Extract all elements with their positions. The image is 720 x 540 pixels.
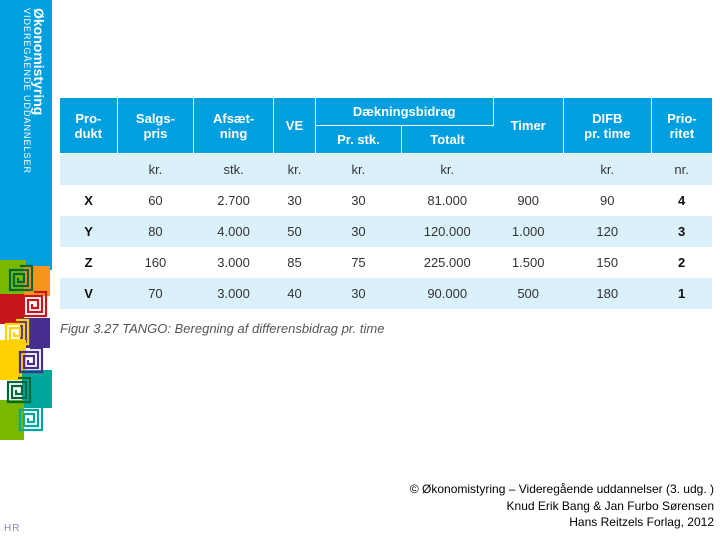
col-timer: Timer [493,98,563,154]
footer: © Økonomistyring – Videregående uddannel… [410,481,714,530]
table-cell: X [60,185,117,216]
table-unit-row: kr.stk.kr.kr.kr.kr.nr. [60,154,712,186]
sidebar: Økonomistyring VIDEREGÅENDE UDDANNELSER … [0,0,52,540]
footer-line1: © Økonomistyring – Videregående uddannel… [410,481,714,497]
data-table: Pro-dukt Salgs-pris Afsæt-ning VE Dæknin… [60,98,712,309]
table-cell: 160 [117,247,193,278]
table-cell: 500 [493,278,563,309]
table-cell: 2.700 [194,185,274,216]
col-salgspris: Salgs-pris [117,98,193,154]
spiral-icon [14,402,46,434]
unit-cell: kr. [563,154,651,186]
table-cell: Y [60,216,117,247]
col-difb: DIFBpr. time [563,98,651,154]
table-cell: V [60,278,117,309]
table-cell: 30 [274,185,316,216]
table-cell: 30 [315,278,401,309]
unit-cell: nr. [651,154,712,186]
table-cell: 120.000 [401,216,493,247]
table-cell: 1 [651,278,712,309]
sidebar-title-line1: Økonomistyring [31,8,46,262]
table-row: V703.000403090.0005001801 [60,278,712,309]
spiral-icon [14,344,46,376]
col-ve: VE [274,98,316,154]
unit-cell: kr. [401,154,493,186]
publisher-mark: HR [4,523,20,534]
sidebar-header: Økonomistyring VIDEREGÅENDE UDDANNELSER [0,0,52,270]
table-cell: Z [60,247,117,278]
table-cell: 4.000 [194,216,274,247]
footer-line3: Hans Reitzels Forlag, 2012 [410,514,714,530]
footer-line2: Knud Erik Bang & Jan Furbo Sørensen [410,498,714,514]
table-cell: 2 [651,247,712,278]
table-cell: 30 [315,185,401,216]
unit-cell: kr. [274,154,316,186]
table-cell: 90 [563,185,651,216]
table-cell: 75 [315,247,401,278]
table-row: Z1603.0008575225.0001.5001502 [60,247,712,278]
table-cell: 120 [563,216,651,247]
main-content: Pro-dukt Salgs-pris Afsæt-ning VE Dæknin… [60,98,712,336]
sidebar-title-line2: VIDEREGÅENDE UDDANNELSER [21,8,31,262]
table-cell: 30 [315,216,401,247]
table-body: kr.stk.kr.kr.kr.kr.nr.X602.700303081.000… [60,154,712,310]
table-row: Y804.0005030120.0001.0001203 [60,216,712,247]
table-cell: 1.500 [493,247,563,278]
table-cell: 4 [651,185,712,216]
unit-cell: kr. [315,154,401,186]
table-cell: 60 [117,185,193,216]
table-cell: 150 [563,247,651,278]
table-row: X602.700303081.000900904 [60,185,712,216]
table-cell: 70 [117,278,193,309]
table-cell: 225.000 [401,247,493,278]
table-header: Pro-dukt Salgs-pris Afsæt-ning VE Dæknin… [60,98,712,154]
col-prioritet: Prio-ritet [651,98,712,154]
table-cell: 3 [651,216,712,247]
col-afsaetning: Afsæt-ning [194,98,274,154]
sidebar-title: Økonomistyring VIDEREGÅENDE UDDANNELSER [15,0,52,270]
table-cell: 1.000 [493,216,563,247]
unit-cell [60,154,117,186]
col-pr-stk: Pr. stk. [315,126,401,154]
table-cell: 900 [493,185,563,216]
table-cell: 90.000 [401,278,493,309]
figure-caption: Figur 3.27 TANGO: Beregning af differens… [60,321,712,336]
unit-cell: stk. [194,154,274,186]
unit-cell [493,154,563,186]
table-cell: 81.000 [401,185,493,216]
col-produkt: Pro-dukt [60,98,117,154]
unit-cell: kr. [117,154,193,186]
table-cell: 50 [274,216,316,247]
table-cell: 85 [274,247,316,278]
sidebar-art [0,260,52,460]
col-totalt: Totalt [401,126,493,154]
table-cell: 40 [274,278,316,309]
table-cell: 3.000 [194,247,274,278]
table-cell: 80 [117,216,193,247]
table-cell: 180 [563,278,651,309]
table-cell: 3.000 [194,278,274,309]
col-daekningsbidrag: Dækningsbidrag [315,98,493,126]
